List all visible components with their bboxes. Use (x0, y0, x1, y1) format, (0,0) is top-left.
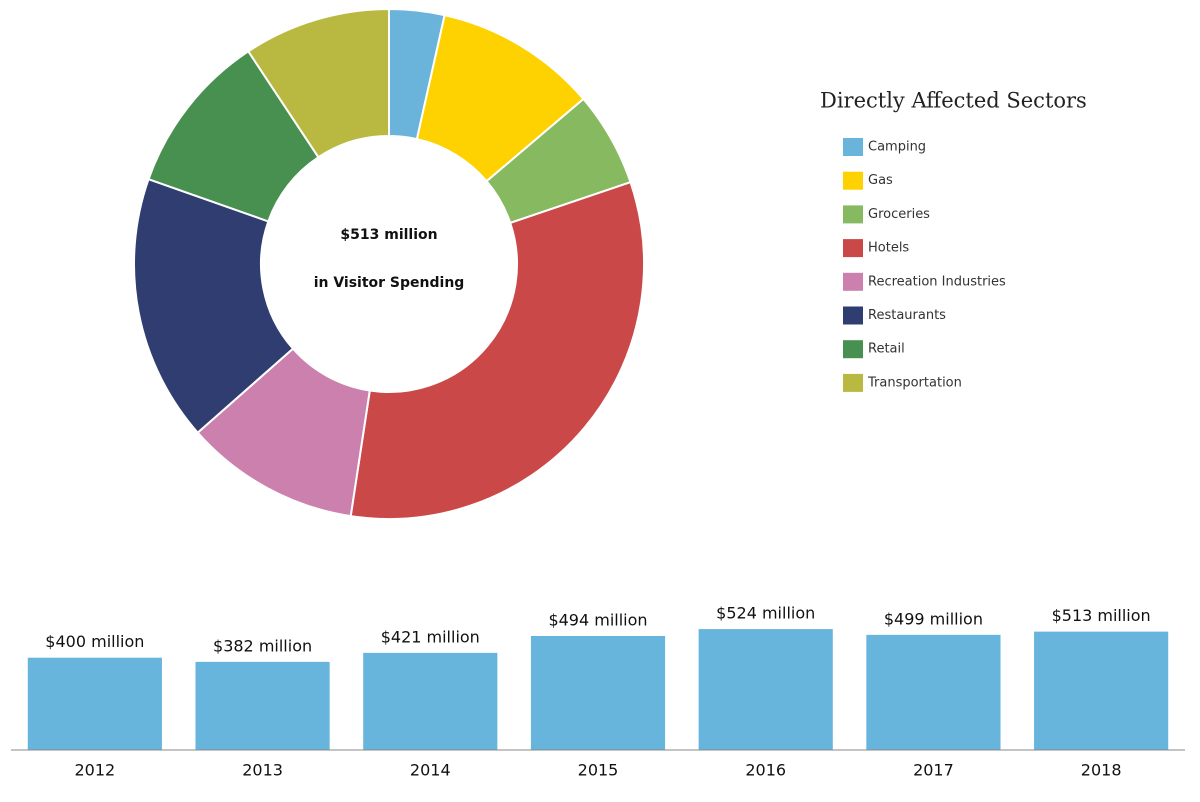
bar (866, 634, 1001, 750)
legend-label: Camping (868, 140, 926, 155)
bar (27, 657, 162, 750)
value-label: $400 million (45, 632, 144, 651)
legend-label: Groceries (868, 207, 930, 222)
donut-slice (133, 177, 295, 435)
donut-slice (246, 7, 390, 159)
legend-title: Directly Affected Sectors (820, 89, 1087, 113)
bar (1034, 631, 1169, 750)
x-tick-label: 2015 (578, 761, 619, 780)
legend-label: Retail (868, 342, 905, 357)
center-text: $513 million (340, 227, 437, 243)
value-label: $494 million (548, 611, 647, 630)
legend-swatch (843, 373, 863, 392)
bar (363, 652, 498, 750)
value-label: $499 million (884, 609, 983, 628)
legend-swatch (843, 138, 863, 156)
x-tick-label: 2013 (242, 761, 283, 780)
legend-label: Restaurants (868, 308, 946, 323)
donut-slice (349, 180, 645, 520)
bar (698, 629, 833, 750)
legend-label: Recreation Industries (868, 274, 1006, 289)
legend-swatch (843, 306, 863, 325)
value-label: $513 million (1052, 606, 1151, 625)
x-tick-label: 2014 (410, 761, 451, 780)
legend-swatch (843, 205, 863, 224)
x-tick-label: 2018 (1081, 761, 1122, 780)
x-tick-label: 2012 (74, 761, 115, 780)
legend-label: Transportation (867, 375, 962, 390)
bar (530, 636, 666, 750)
center-text: in Visitor Spending (314, 275, 465, 291)
legend-label: Hotels (868, 241, 909, 256)
legend-swatch (843, 340, 863, 359)
legend-swatch (843, 239, 863, 258)
legend-label: Gas (868, 173, 893, 188)
legend-swatch (843, 272, 863, 291)
x-tick-label: 2017 (913, 761, 954, 780)
bar (195, 661, 330, 750)
value-label: $382 million (213, 636, 312, 655)
x-tick-label: 2016 (745, 761, 786, 780)
value-label: $421 million (381, 627, 480, 646)
value-label: $524 million (716, 604, 815, 623)
legend-swatch (843, 171, 863, 190)
